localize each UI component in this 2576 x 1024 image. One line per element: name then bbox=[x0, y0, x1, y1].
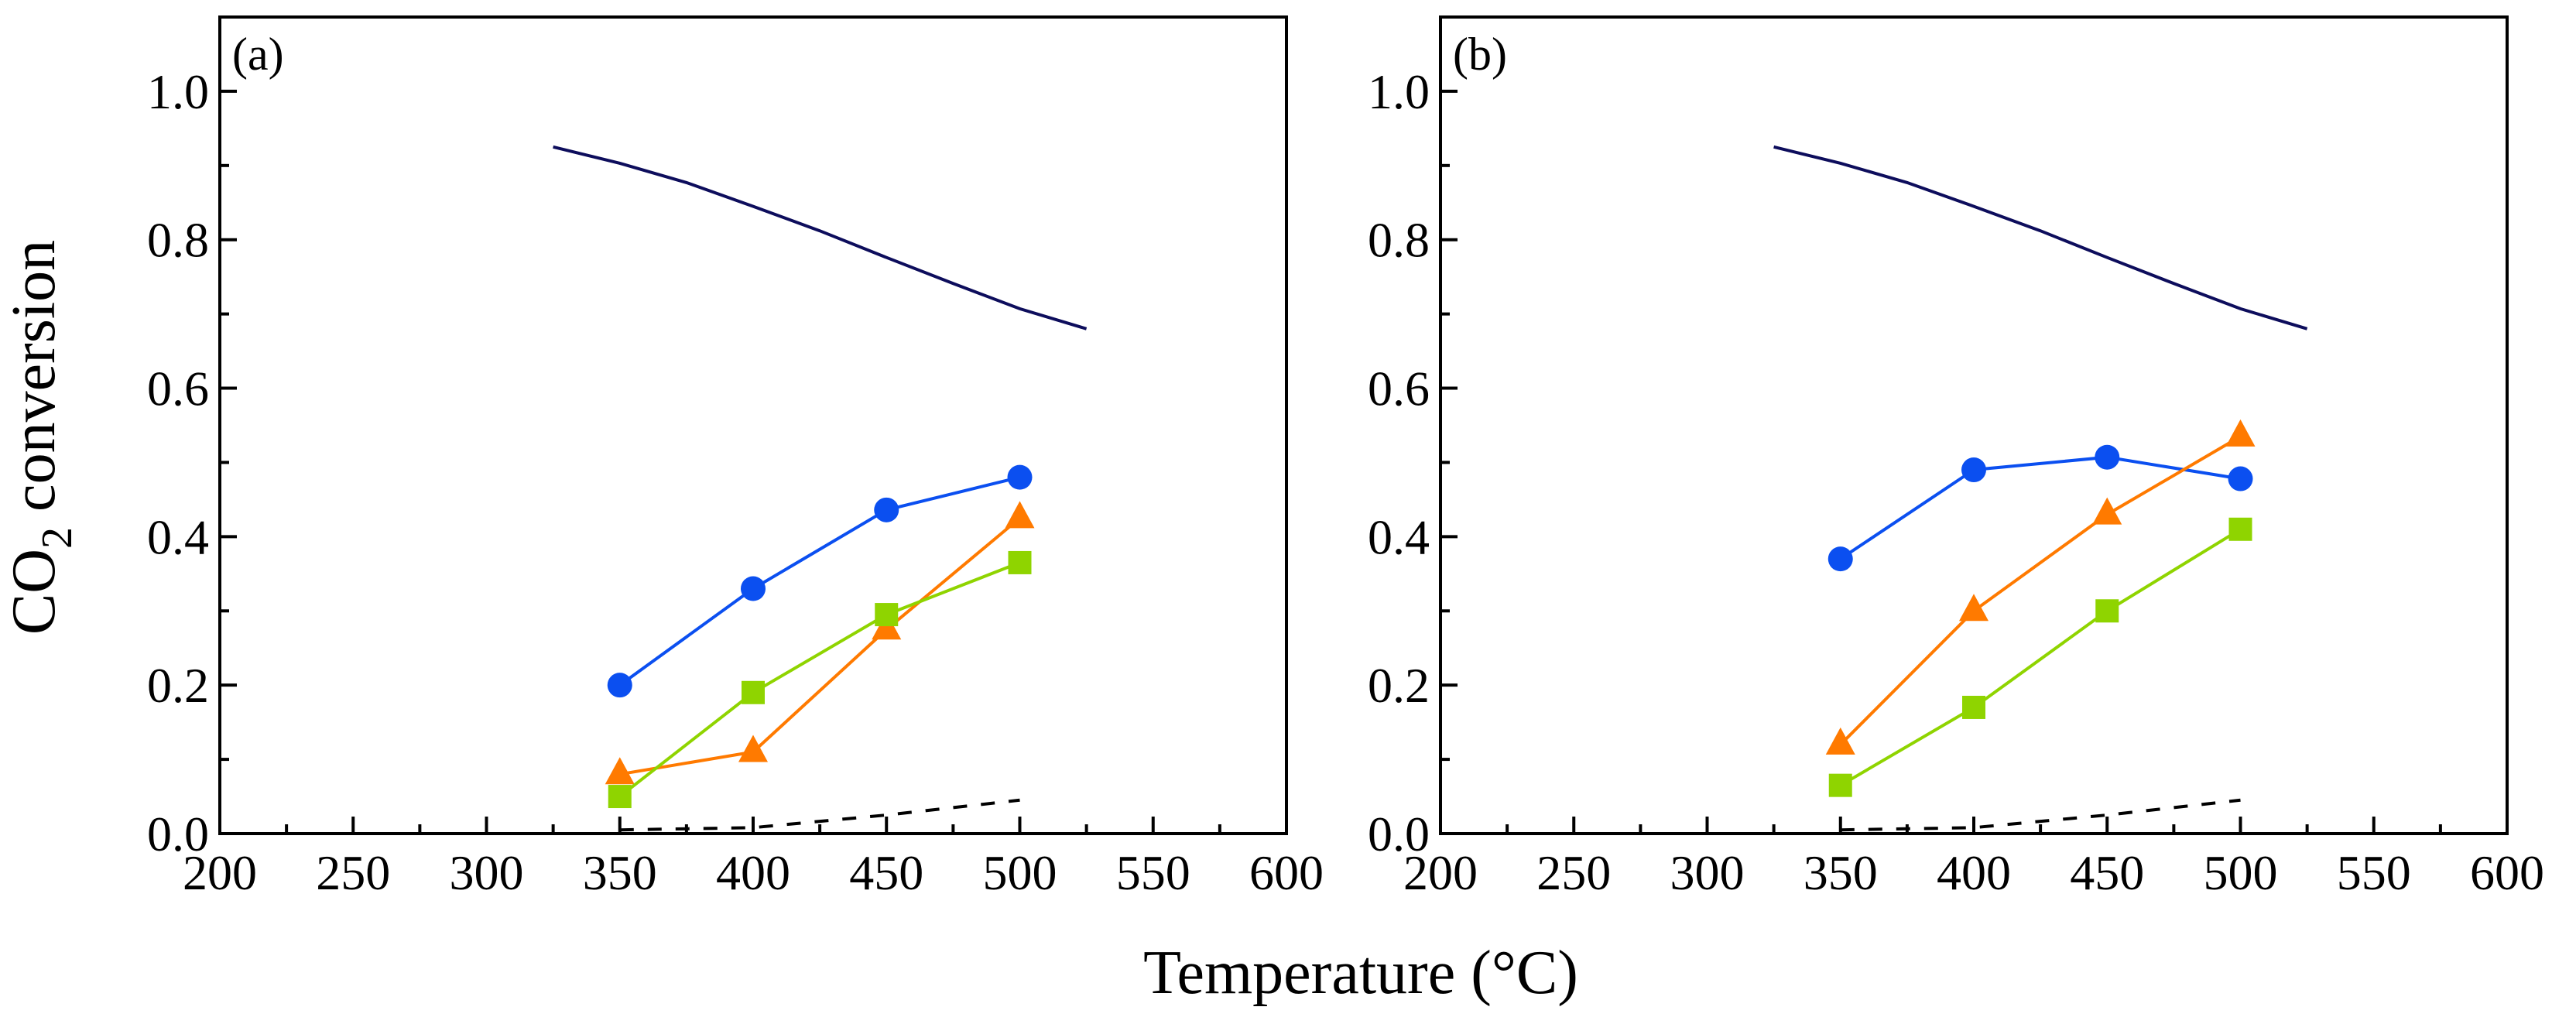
x-tick-label: 200 bbox=[183, 845, 257, 900]
y-tick-label: 1.0 bbox=[1368, 64, 1430, 119]
plot-frame bbox=[218, 15, 1288, 835]
data-point-blue-circles bbox=[2228, 466, 2253, 491]
data-point-green-squares bbox=[742, 680, 765, 704]
x-tick-label: 500 bbox=[2204, 845, 2278, 900]
data-point-orange-triangles bbox=[2225, 419, 2256, 447]
y-tick-label: 0.2 bbox=[147, 658, 209, 713]
x-tick-label: 300 bbox=[1670, 845, 1745, 900]
y-axis-title-main: CO bbox=[0, 549, 68, 635]
x-tick-label: 550 bbox=[2337, 845, 2411, 900]
data-point-orange-triangles bbox=[2092, 497, 2122, 525]
data-point-green-squares bbox=[608, 785, 632, 809]
series-line-blank bbox=[1840, 798, 2241, 832]
data-point-blue-circles bbox=[1828, 546, 1853, 572]
data-point-orange-triangles bbox=[605, 757, 635, 785]
data-point-green-squares bbox=[1962, 695, 1985, 719]
y-tick-label: 0.0 bbox=[147, 807, 209, 861]
y-tick-label: 0.2 bbox=[1368, 658, 1430, 713]
data-point-orange-triangles bbox=[738, 735, 768, 762]
series-line-orange-triangles bbox=[1839, 435, 2242, 746]
data-point-green-squares bbox=[875, 603, 899, 627]
data-point-blue-circles bbox=[874, 497, 899, 522]
y-tick-label: 1.0 bbox=[147, 64, 209, 119]
series-line-green-squares bbox=[618, 561, 1021, 798]
data-point-blue-circles bbox=[1007, 464, 1033, 490]
data-point-blue-circles bbox=[607, 673, 632, 698]
x-tick-label: 250 bbox=[1536, 845, 1611, 900]
x-tick-label: 300 bbox=[450, 845, 524, 900]
data-point-blue-circles bbox=[2095, 444, 2120, 470]
x-tick-label: 450 bbox=[2070, 845, 2144, 900]
x-tick-label: 350 bbox=[1804, 845, 1878, 900]
data-point-blue-circles bbox=[1961, 457, 1986, 483]
series-line-equilibrium bbox=[1773, 145, 2308, 330]
x-tick-label: 450 bbox=[849, 845, 923, 900]
x-tick-label: 350 bbox=[583, 845, 657, 900]
data-point-orange-triangles bbox=[1825, 727, 1855, 755]
y-axis-title-rest: conversion bbox=[0, 240, 68, 527]
panel-a: 200 250 300 350 400 450 500 550 600 0.0 0.2 0.4 0.6 0… bbox=[147, 15, 1324, 900]
y-axis-title: CO2 conversion bbox=[0, 240, 81, 635]
x-tick-label: 500 bbox=[983, 845, 1057, 900]
series-line-orange-triangles bbox=[619, 516, 1021, 776]
y-axis-title-subscript: 2 bbox=[33, 527, 81, 549]
x-tick-label: 400 bbox=[716, 845, 790, 900]
data-point-blue-circles bbox=[741, 576, 766, 601]
y-tick-label: 0.4 bbox=[147, 509, 209, 564]
x-tick-label: 250 bbox=[316, 845, 390, 900]
x-tick-label: 550 bbox=[1116, 845, 1190, 900]
y-tick-label: 0.6 bbox=[147, 361, 209, 416]
series-line-blue-circles bbox=[618, 475, 1020, 687]
series-line-equilibrium bbox=[553, 145, 1088, 330]
series-line-blue-circles bbox=[1839, 455, 2241, 560]
data-point-green-squares bbox=[2228, 517, 2252, 541]
x-tick-label: 400 bbox=[1937, 845, 2011, 900]
data-point-green-squares bbox=[1828, 773, 1852, 797]
y-tick-label: 0.8 bbox=[1368, 213, 1430, 268]
data-point-green-squares bbox=[2095, 599, 2119, 623]
panel-b: 200 250 300 350 400 450 500 550 600 0.0 0.2 0.4 0.6 0… bbox=[1368, 15, 2544, 900]
y-tick-label: 0.0 bbox=[1368, 807, 1430, 861]
data-point-green-squares bbox=[1008, 550, 1032, 574]
data-point-orange-triangles bbox=[1959, 594, 1989, 622]
x-tick-label: 200 bbox=[1403, 845, 1478, 900]
x-tick-label: 600 bbox=[1249, 845, 1324, 900]
panel-label: (b) bbox=[1453, 29, 1507, 80]
data-point-orange-triangles bbox=[1005, 501, 1035, 529]
y-tick-label: 0.4 bbox=[1368, 509, 1430, 564]
series-line-green-squares bbox=[1839, 528, 2242, 787]
x-axis-title: Temperature (°C) bbox=[1143, 939, 1578, 1007]
y-tick-label: 0.6 bbox=[1368, 361, 1430, 416]
x-tick-label: 600 bbox=[2470, 845, 2544, 900]
y-tick-label: 0.8 bbox=[147, 213, 209, 268]
series-line-blank bbox=[619, 798, 1020, 832]
panel-label: (a) bbox=[232, 29, 284, 80]
